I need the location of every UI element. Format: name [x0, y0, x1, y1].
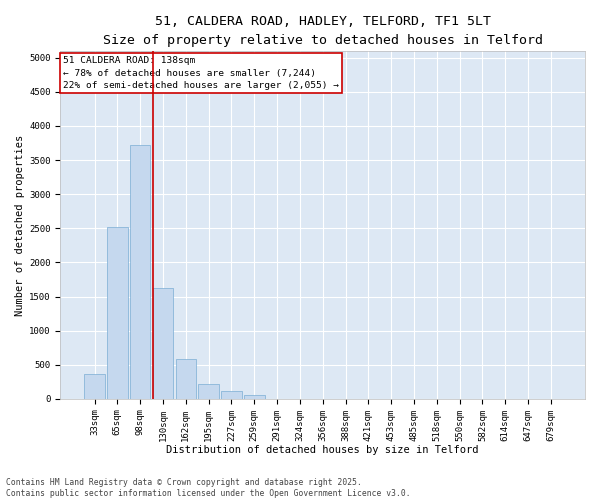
Bar	[84, 374, 105, 399]
Bar	[176, 358, 196, 399]
Text: 51 CALDERA ROAD: 138sqm
← 78% of detached houses are smaller (7,244)
22% of semi: 51 CALDERA ROAD: 138sqm ← 78% of detache…	[63, 56, 339, 90]
Bar	[130, 145, 151, 399]
Title: 51, CALDERA ROAD, HADLEY, TELFORD, TF1 5LT
Size of property relative to detached: 51, CALDERA ROAD, HADLEY, TELFORD, TF1 5…	[103, 15, 542, 47]
Y-axis label: Number of detached properties: Number of detached properties	[15, 134, 25, 316]
Bar	[107, 227, 128, 399]
Bar	[152, 288, 173, 399]
Bar	[199, 384, 219, 399]
Bar	[221, 391, 242, 399]
Text: Contains HM Land Registry data © Crown copyright and database right 2025.
Contai: Contains HM Land Registry data © Crown c…	[6, 478, 410, 498]
X-axis label: Distribution of detached houses by size in Telford: Distribution of detached houses by size …	[166, 445, 479, 455]
Bar	[244, 395, 265, 399]
